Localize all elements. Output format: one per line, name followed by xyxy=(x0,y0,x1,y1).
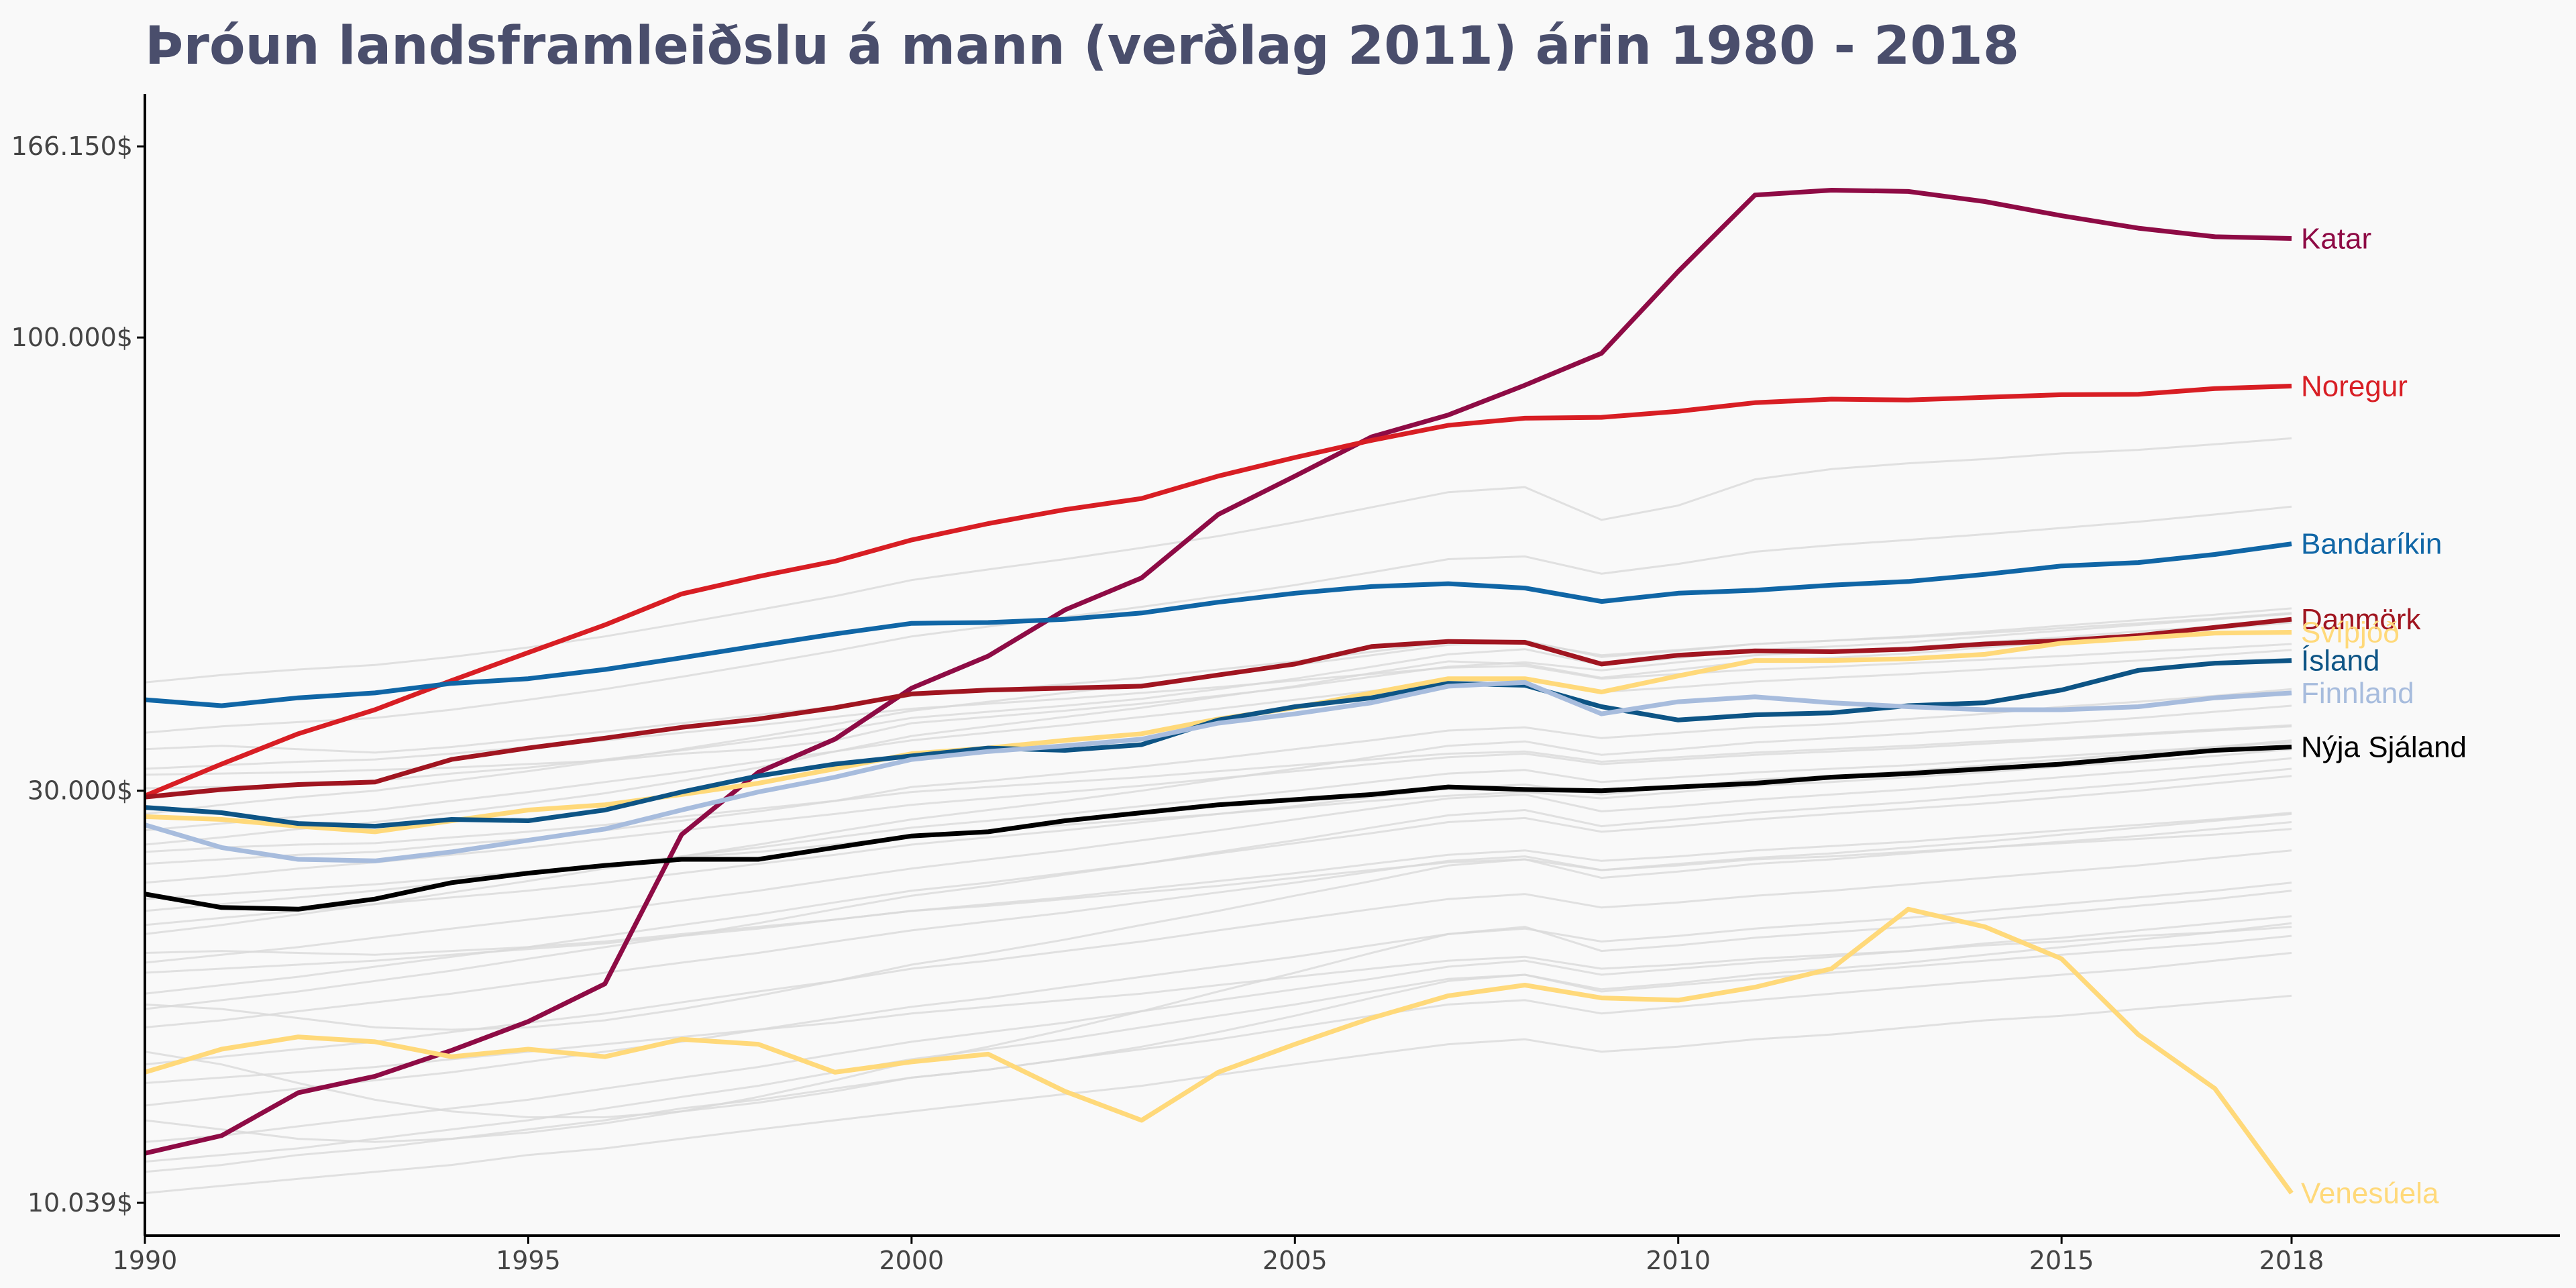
y-tick-label: 10.039$ xyxy=(28,1188,133,1218)
series-label-katar: Katar xyxy=(2301,222,2371,255)
background-line-23 xyxy=(144,704,2292,935)
x-tick-label: 2015 xyxy=(2029,1246,2094,1275)
background-line-13 xyxy=(144,952,2292,1173)
background-line-10 xyxy=(144,849,2292,1066)
x-tick-label: 2005 xyxy=(1263,1246,1328,1275)
background-line-17 xyxy=(144,812,2292,974)
series-label-noregur: Noregur xyxy=(2301,370,2408,402)
x-tick-label: 2018 xyxy=(2259,1246,2324,1275)
axes: 10.039$ 30.000$ 100.000$ 166.150$ 1990 1995 20… xyxy=(11,94,2560,1275)
y-tick-label: 30.000$ xyxy=(28,776,133,806)
background-country-lines xyxy=(144,437,2292,1195)
series-label-bandari-kin: Bandaríkin xyxy=(2301,528,2442,561)
background-line-25 xyxy=(144,767,2292,1010)
series-line-ny-ja-sja-land xyxy=(144,745,2292,912)
x-tick-label: 2000 xyxy=(879,1246,944,1275)
background-line-16 xyxy=(144,922,2292,1118)
background-line-22 xyxy=(144,724,2292,853)
x-tick-label: 1990 xyxy=(113,1246,178,1275)
series-labels: Katar Noregur Bandaríkin DanmörkSvíþjóðÍsla… xyxy=(2301,222,2467,1210)
series-line-svi-jo- xyxy=(144,630,2292,835)
series-line-i-sland xyxy=(144,658,2292,829)
chart-title: Þróun landsframleiðslu á mann (verðlag 2… xyxy=(145,16,2020,76)
background-line-24 xyxy=(144,725,2292,884)
series-line-danmo-rk xyxy=(144,616,2292,800)
y-tick-label: 100.000$ xyxy=(11,323,133,352)
x-tick-label: 1995 xyxy=(496,1246,561,1275)
series-line-katar xyxy=(144,188,2292,1156)
background-line-7 xyxy=(144,757,2292,964)
background-line-30 xyxy=(144,643,2292,770)
background-line-32 xyxy=(144,821,2292,1031)
series-label-i-sland: Ísland xyxy=(2301,645,2379,678)
background-line-14 xyxy=(144,994,2292,1195)
background-line-3 xyxy=(144,621,2292,846)
background-line-4 xyxy=(144,688,2292,865)
background-line-26 xyxy=(144,926,2292,1084)
background-line-6 xyxy=(144,739,2292,926)
series-label-venesu-ela: Venesúela xyxy=(2301,1177,2439,1210)
background-line-2 xyxy=(144,612,2292,790)
background-line-9 xyxy=(144,812,2292,1028)
x-tick-label: 2010 xyxy=(1646,1246,1711,1275)
background-line-20 xyxy=(144,505,2292,734)
series-label-ny-ja-sja-land: Nýja Sjáland xyxy=(2301,731,2467,763)
background-line-18 xyxy=(144,607,2292,754)
background-line-19 xyxy=(144,437,2292,684)
y-tick-label: 166.150$ xyxy=(11,131,133,161)
series-line-finnland xyxy=(144,680,2292,863)
highlighted-country-lines xyxy=(144,188,2294,1195)
series-label-danmo-rk: Danmörk xyxy=(2301,603,2421,636)
background-line-27 xyxy=(144,934,2292,1163)
series-line-noregur xyxy=(144,384,2292,798)
background-line-15 xyxy=(144,890,2292,1143)
series-label-svi-jo-: Svíþjóð xyxy=(2301,616,2400,649)
series-line-venesu-ela xyxy=(144,906,2294,1195)
series-label-finnland: Finnland xyxy=(2301,677,2414,710)
background-line-29 xyxy=(144,649,2292,832)
series-line-bandari-kin xyxy=(144,541,2292,708)
